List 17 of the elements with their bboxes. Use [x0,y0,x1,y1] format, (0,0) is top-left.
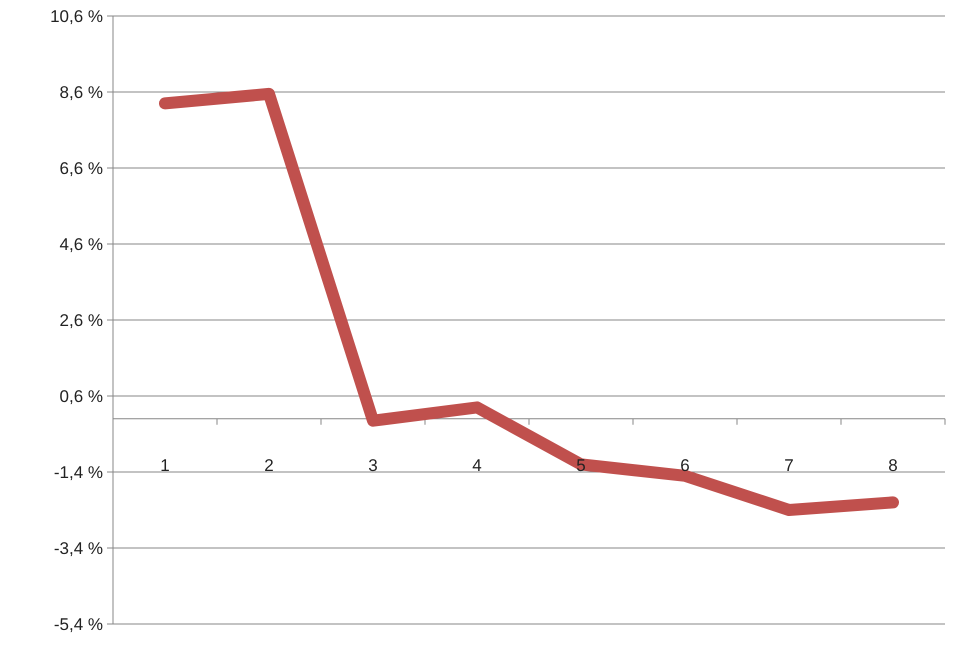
y-tick-label: -1,4 % [54,462,103,482]
x-tick-label: 4 [472,456,482,475]
y-tick-label: 8,6 % [60,82,103,102]
x-tick-label: 6 [680,456,690,475]
y-tick-label: 2,6 % [60,310,103,330]
x-tick-label: 8 [888,456,898,475]
x-tick-label: 5 [576,456,586,475]
x-tick-label: 7 [784,456,794,475]
y-tick-label: -3,4 % [54,538,103,558]
y-tick-label: 0,6 % [60,386,103,406]
y-tick-label: -5,4 % [54,614,103,634]
y-tick-label: 6,6 % [60,158,103,178]
x-tick-label: 2 [264,456,274,475]
y-tick-label: 10,6 % [50,6,103,26]
x-tick-label: 3 [368,456,378,475]
x-tick-label: 1 [160,456,170,475]
y-tick-label: 4,6 % [60,234,103,254]
